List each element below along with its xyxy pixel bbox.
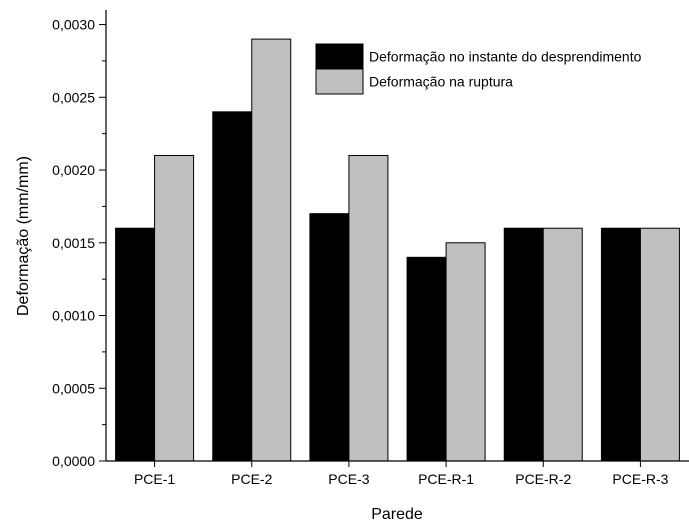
- x-tick-label: PCE-1: [134, 471, 175, 487]
- bar-pce-2-series-1: [212, 111, 253, 462]
- legend-label-series-1: Deformação no instante do desprendimento: [369, 49, 642, 65]
- y-tick-label: 0,0015: [52, 235, 95, 251]
- y-tick-label: 0,0000: [52, 453, 95, 469]
- bar-pce-2-series-2: [251, 38, 292, 462]
- bar-pce-r-1-series-1: [406, 256, 447, 462]
- x-tick-label: PCE-2: [231, 471, 272, 487]
- bar-pce-1-series-2: [154, 154, 195, 462]
- axes-layer: [105, 10, 689, 462]
- y-tick-label: 0,0020: [52, 162, 95, 178]
- y-tick-label: 0,0030: [52, 17, 95, 33]
- x-tick-label: PCE-R-3: [612, 471, 668, 487]
- x-tick-label: PCE-3: [328, 471, 369, 487]
- x-tick-label: PCE-R-1: [418, 471, 474, 487]
- bar-pce-3-series-1: [309, 213, 350, 462]
- bar-pce-r-3-series-2: [639, 227, 680, 462]
- legend-swatch-series-2: [315, 68, 364, 95]
- y-axis-title: Deformação (mm/mm): [15, 156, 32, 316]
- ticks-layer: PCE-1 PCE-2 PCE-3 PCE-R-1 PCE-R-2 PCE-R-3 0,00…: [52, 17, 668, 487]
- y-tick-label: 0,0010: [52, 308, 95, 324]
- bars-layer: [115, 38, 680, 462]
- legend-swatch-series-1: [315, 43, 364, 70]
- bar-pce-r-2-series-1: [503, 227, 544, 462]
- legend: Deformação no instante do desprendimento…: [315, 43, 642, 95]
- bar-pce-r-2-series-2: [542, 227, 583, 462]
- bar-pce-3-series-2: [348, 154, 389, 462]
- bar-pce-1-series-1: [115, 227, 156, 462]
- legend-label-series-2: Deformação na ruptura: [369, 74, 513, 90]
- bar-pce-r-3-series-1: [600, 227, 641, 462]
- y-tick-label: 0,0025: [52, 89, 95, 105]
- bar-pce-r-1-series-2: [445, 242, 486, 462]
- y-tick-label: 0,0005: [52, 380, 95, 396]
- x-axis-title: Parede: [371, 506, 423, 523]
- x-tick-label: PCE-R-2: [515, 471, 571, 487]
